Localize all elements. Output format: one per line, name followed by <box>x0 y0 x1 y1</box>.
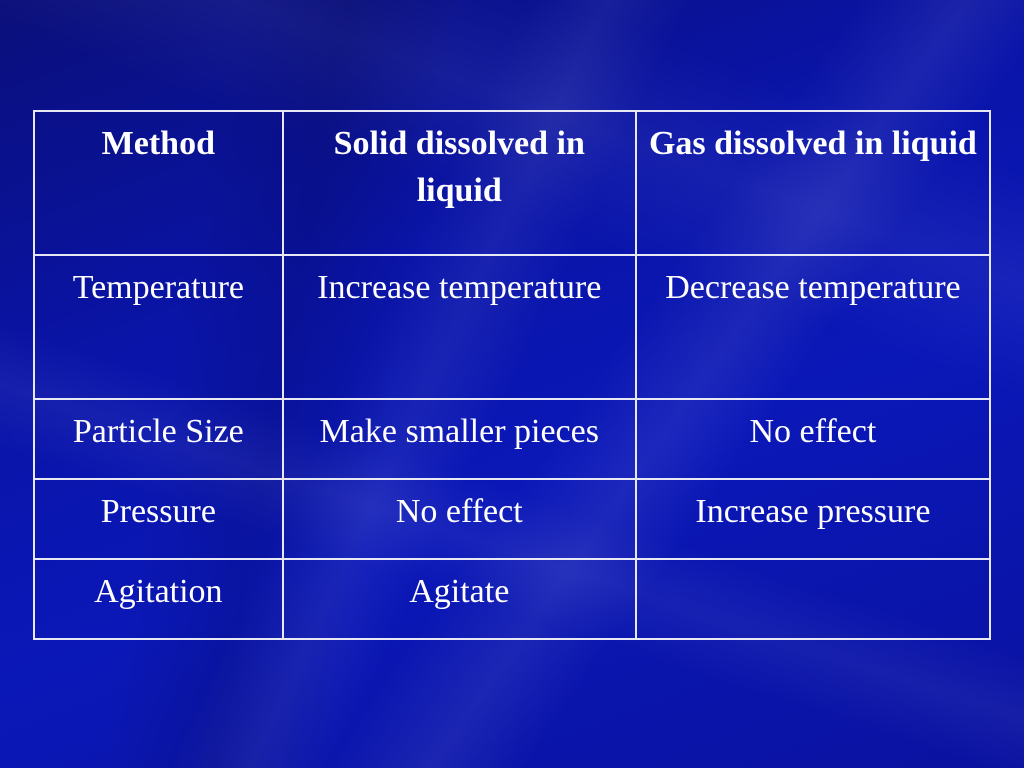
table-row: Agitation Agitate <box>33 558 992 640</box>
cell-solid: Increase temperature <box>281 254 637 400</box>
table-row: Pressure No effect Increase pressure <box>33 478 992 560</box>
table-row: Particle Size Make smaller pieces No eff… <box>33 398 992 480</box>
header-method: Method <box>33 110 284 256</box>
header-solid-dissolved: Solid dissolved in liquid <box>281 110 637 256</box>
cell-method: Temperature <box>33 254 284 400</box>
cell-gas: Decrease temperature <box>634 254 992 400</box>
solubility-table: Method Solid dissolved in liquid Gas dis… <box>33 110 992 640</box>
cell-solid: Make smaller pieces <box>281 398 637 480</box>
cell-solid: No effect <box>281 478 637 560</box>
cell-gas: No effect <box>634 398 992 480</box>
cell-method: Particle Size <box>33 398 284 480</box>
header-gas-dissolved: Gas dissolved in liquid <box>634 110 992 256</box>
cell-solid: Agitate <box>281 558 637 640</box>
table-header-row: Method Solid dissolved in liquid Gas dis… <box>33 110 992 256</box>
cell-gas <box>634 558 992 640</box>
table-row: Temperature Increase temperature Decreas… <box>33 254 992 400</box>
cell-gas: Increase pressure <box>634 478 992 560</box>
cell-method: Pressure <box>33 478 284 560</box>
cell-method: Agitation <box>33 558 284 640</box>
